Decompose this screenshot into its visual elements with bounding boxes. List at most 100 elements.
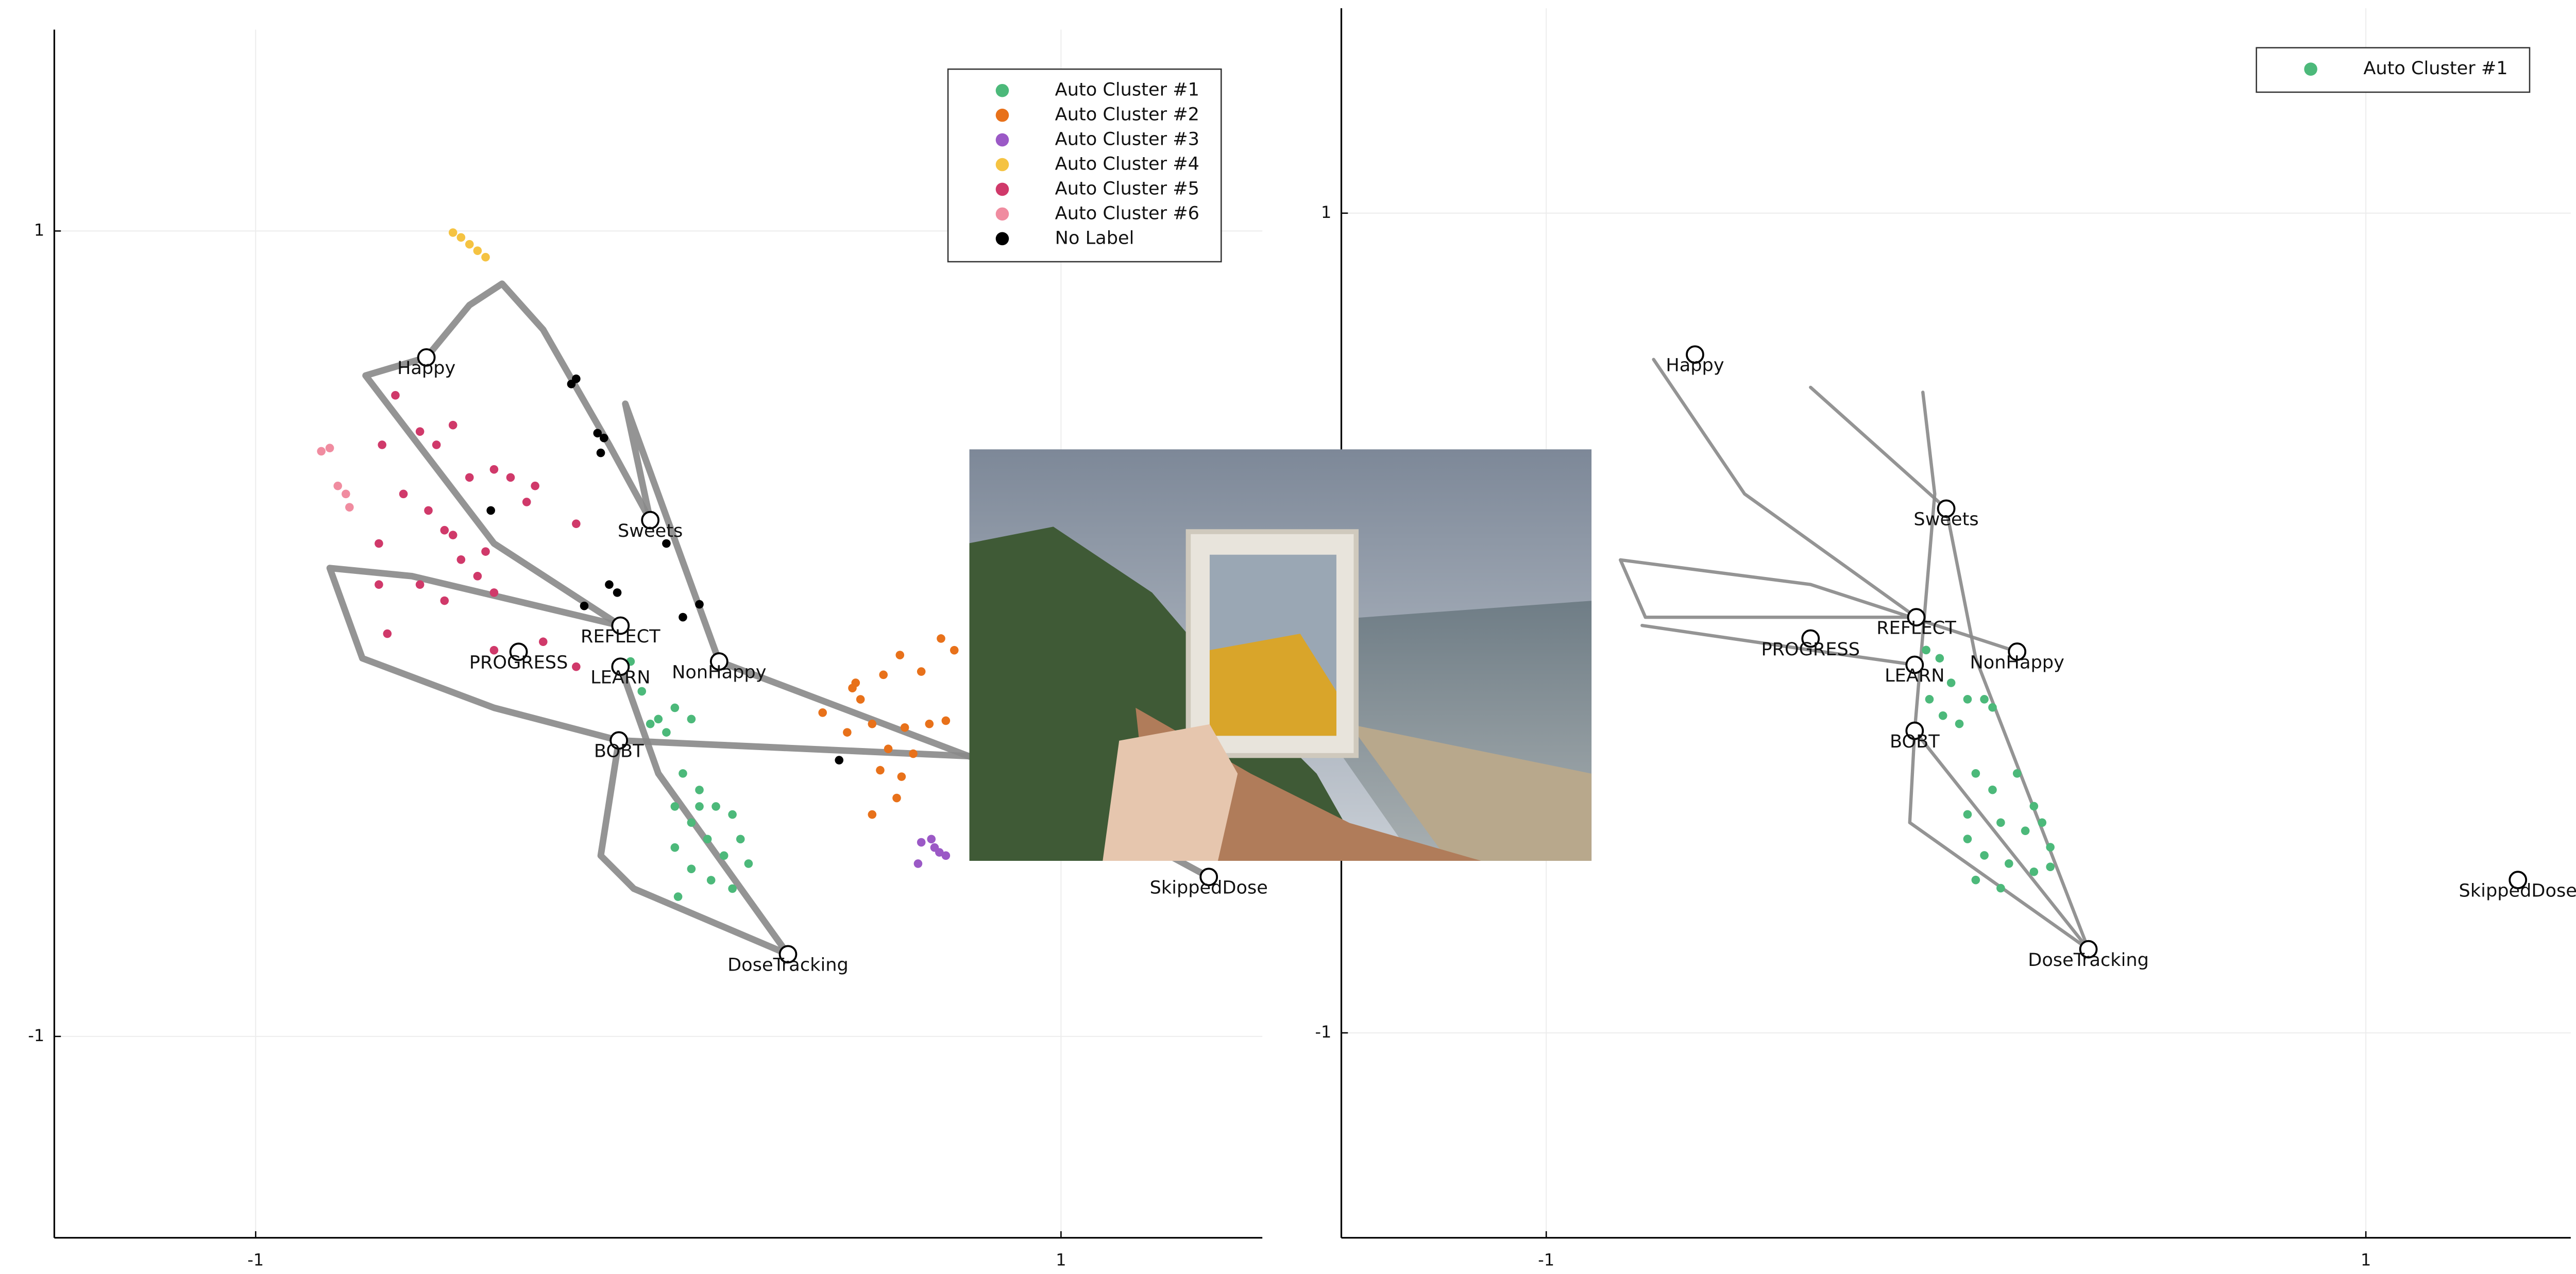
node-label: LEARN — [590, 667, 650, 688]
legend-swatch — [995, 207, 1009, 221]
data-point — [679, 613, 687, 622]
data-point — [448, 420, 457, 430]
node — [2079, 940, 2098, 959]
data-point — [900, 723, 909, 732]
node — [2509, 871, 2528, 890]
data-point — [440, 596, 449, 605]
data-point — [818, 708, 827, 717]
data-point — [897, 772, 906, 781]
data-point — [879, 670, 888, 680]
node-label: Happy — [397, 358, 455, 379]
data-point — [399, 489, 408, 499]
data-point — [711, 802, 720, 811]
data-point — [432, 440, 441, 449]
data-point — [2046, 862, 2055, 872]
data-point — [378, 440, 386, 449]
node-label: REFLECT — [1876, 618, 1956, 639]
legend-label: Auto Cluster #2 — [1055, 104, 1199, 125]
data-point — [687, 864, 696, 873]
legend-swatch — [2304, 62, 2317, 76]
data-point — [687, 715, 696, 724]
data-point — [662, 728, 671, 737]
data-point — [1963, 810, 1972, 819]
data-point — [415, 580, 425, 589]
data-point — [1988, 703, 1997, 712]
node — [1907, 608, 1926, 627]
data-point — [465, 473, 474, 482]
data-point — [1955, 719, 1964, 728]
data-point — [728, 884, 737, 893]
legend-swatch — [995, 158, 1009, 172]
data-point — [383, 629, 392, 638]
x-tick-label: -1 — [1538, 1250, 1554, 1269]
y-tick-label: 1 — [1321, 202, 1331, 222]
data-point — [448, 228, 457, 237]
data-point — [473, 246, 482, 255]
legend-box — [2256, 47, 2531, 93]
data-point — [937, 634, 945, 643]
chart: -1 1 -1 1 Happy Sweets REFLECT PROGRESS LEARN Non… — [28, 29, 1268, 1269]
legend-label: Auto Cluster #1 — [1055, 79, 1199, 100]
data-point — [1963, 695, 1972, 704]
legend: Auto Cluster #1 — [2256, 47, 2531, 93]
data-point — [913, 859, 923, 868]
data-point — [375, 539, 383, 548]
data-point — [695, 786, 704, 794]
x-tick-label: -1 — [247, 1250, 264, 1269]
node — [778, 945, 798, 964]
node-label: Sweets — [618, 520, 683, 541]
data-point — [317, 447, 326, 456]
data-point — [2029, 867, 2039, 876]
node — [2008, 642, 2027, 661]
legend-label: Auto Cluster #1 — [2363, 58, 2507, 79]
data-point — [2046, 843, 2055, 852]
legend: Auto Cluster #1 Auto Cluster #2 Auto Clust… — [947, 68, 1222, 263]
data-point — [917, 667, 926, 676]
legend-swatch — [995, 83, 1009, 97]
node-label: Sweets — [1913, 509, 1978, 530]
node-label: BOBT — [1890, 731, 1940, 752]
chart: -1 1 -1 1 Happy Sweets REFLECT PROGRESS LEARN Non… — [1315, 8, 2576, 1269]
data-point — [670, 843, 680, 852]
data-point — [489, 465, 499, 474]
legend-swatch — [995, 182, 1009, 196]
data-point — [345, 503, 354, 512]
data-point — [522, 498, 531, 506]
edge-path — [1913, 390, 2090, 951]
data-point — [2004, 859, 2013, 868]
node-label: SkippedDose — [2459, 880, 2576, 902]
data-point — [637, 687, 647, 696]
data-point — [341, 489, 350, 499]
data-point — [670, 802, 680, 811]
node-label: PROGRESS — [469, 652, 568, 673]
edge-path — [326, 565, 624, 744]
data-point — [2012, 769, 2022, 778]
legend-label: Auto Cluster #4 — [1055, 154, 1199, 175]
y-tick-label: 1 — [34, 220, 44, 240]
edge-path — [362, 354, 624, 629]
data-point — [706, 876, 716, 885]
legend-swatch — [995, 108, 1009, 122]
data-point — [1922, 646, 1930, 655]
data-point — [1996, 884, 2005, 893]
node-label: PROGRESS — [1761, 639, 1860, 660]
data-point — [572, 519, 581, 529]
data-point — [538, 637, 548, 647]
data-point — [456, 555, 466, 564]
data-point — [868, 810, 877, 819]
data-point — [703, 835, 712, 844]
legend-label: Auto Cluster #3 — [1055, 129, 1199, 150]
legend-label: Auto Cluster #6 — [1055, 202, 1199, 224]
y-tick-label: -1 — [28, 1026, 44, 1045]
data-point — [506, 473, 515, 482]
data-point — [941, 851, 951, 860]
data-point — [884, 744, 893, 753]
data-point — [835, 756, 844, 765]
data-point — [843, 728, 852, 737]
legend-swatch — [995, 232, 1009, 246]
data-point — [599, 433, 608, 443]
node — [1801, 629, 1820, 648]
data-point — [950, 646, 959, 655]
data-point — [646, 719, 655, 728]
